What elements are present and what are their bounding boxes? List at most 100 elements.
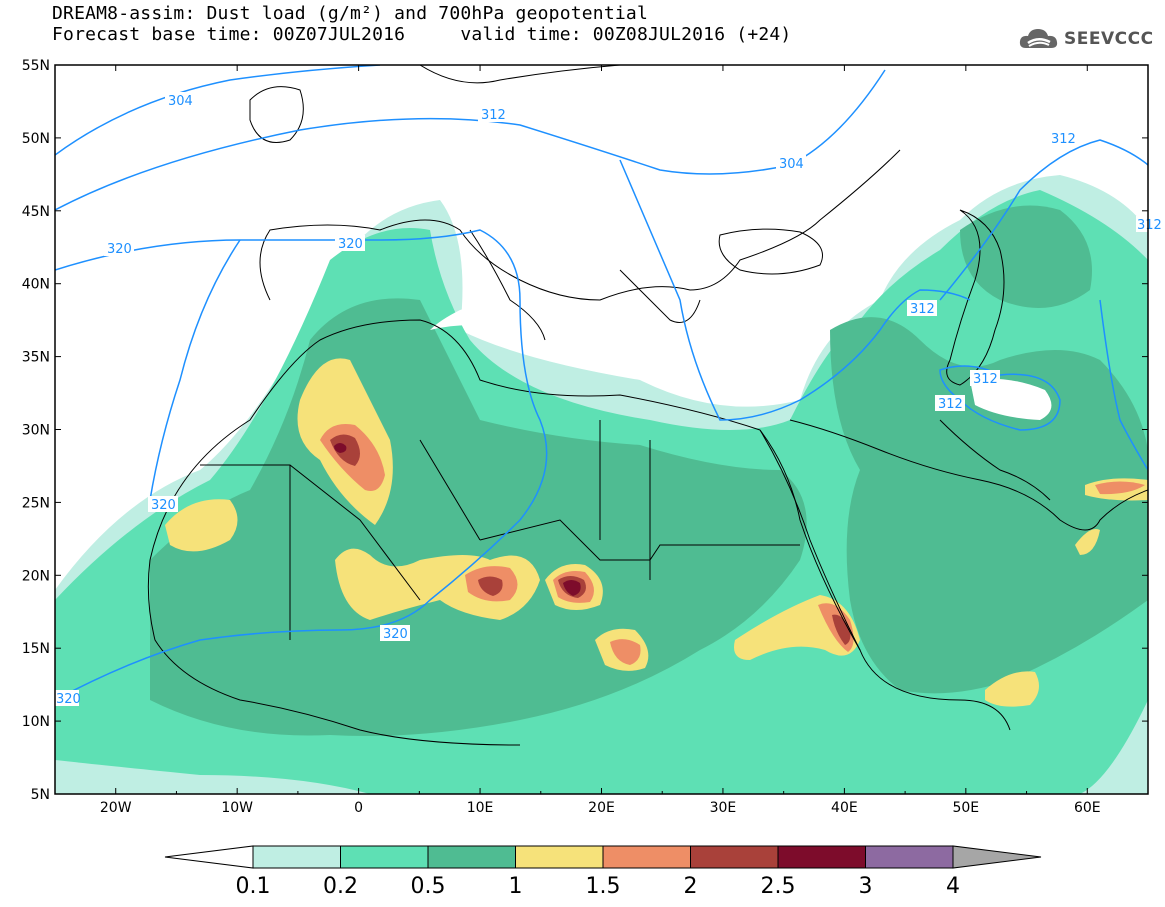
colorbar-label: 2.5 xyxy=(761,874,796,899)
contour-label-320-west: 320 xyxy=(104,240,134,257)
coastline-black-sea xyxy=(718,228,823,275)
x-tick-label: 20W xyxy=(100,800,132,816)
colorbar-label: 0.1 xyxy=(236,874,271,899)
contour-320-west xyxy=(55,229,548,701)
coastline-africa-north xyxy=(149,319,1011,731)
contour-label-320-sahara: 320 xyxy=(148,496,178,513)
dust-band-2-5-west xyxy=(334,443,347,453)
svg-text:304: 304 xyxy=(168,94,193,109)
contour-312-northeast xyxy=(939,139,1148,301)
svg-text:320: 320 xyxy=(151,498,176,513)
contour-label-320-southwest: 320 xyxy=(55,690,81,707)
y-tick-label: 15N xyxy=(22,641,50,657)
y-tick-label: 30N xyxy=(22,423,50,439)
border-sahel xyxy=(289,420,651,640)
contour-label-304-east: 304 xyxy=(776,155,806,172)
colorbar: 0.1 0.2 0.5 1 1.5 2 2.5 3 4 xyxy=(164,845,1042,899)
y-tick-label: 55N xyxy=(22,58,50,74)
dust-band-1-5-sudan xyxy=(610,639,641,665)
colorbar-label: 1 xyxy=(509,874,523,899)
colorbar-swatch xyxy=(690,845,779,869)
colorbar-swatch xyxy=(865,845,954,869)
coastline-arabia xyxy=(789,419,1148,531)
chart-title-line-1: DREAM8-assim: Dust load (g/m²) and 700hP… xyxy=(52,3,648,24)
x-tick-label: 50E xyxy=(952,800,979,816)
colorbar-label: 0.2 xyxy=(323,874,358,899)
svg-text:320: 320 xyxy=(107,242,132,257)
svg-text:320: 320 xyxy=(383,627,408,642)
colorbar-label: 3 xyxy=(859,874,873,899)
y-tick-label: 20N xyxy=(22,568,50,584)
contour-label-304-west: 304 xyxy=(165,92,195,109)
coastline-british-isles xyxy=(249,86,304,143)
y-tick-label: 50N xyxy=(22,131,50,147)
contour-label-312-iran-north: 312 xyxy=(970,370,1000,387)
mediterranean-sea xyxy=(430,255,804,395)
svg-text:304: 304 xyxy=(779,157,804,172)
svg-text:312: 312 xyxy=(973,372,998,387)
dust-band-1-oman xyxy=(1075,529,1100,555)
dust-band-1-mauritania xyxy=(165,499,238,552)
svg-text:320: 320 xyxy=(338,237,363,252)
x-tick-label: 30E xyxy=(710,800,737,816)
contour-label-312-iran-south: 312 xyxy=(935,395,965,412)
colorbar-swatch xyxy=(777,845,866,869)
contour-label-312-north: 312 xyxy=(478,106,508,123)
contour-304-west xyxy=(55,65,381,156)
colorbar-label: 2 xyxy=(684,874,698,899)
colorbar-swatch xyxy=(427,845,516,869)
colorbar-swatch xyxy=(340,845,429,869)
svg-text:312: 312 xyxy=(1137,218,1162,233)
contour-label-312-edge: 312 xyxy=(1136,216,1162,233)
contour-320-sahara-west xyxy=(149,239,241,501)
dust-band-2-eritrea xyxy=(832,614,851,645)
dust-band-0-5-east xyxy=(830,317,1148,694)
coastline-italy xyxy=(469,229,546,341)
coastline-red-sea xyxy=(759,429,861,651)
svg-text:312: 312 xyxy=(1051,132,1076,147)
contour-labels: 304 312 320 304 312 320 320 320 312 312 … xyxy=(55,92,1162,707)
y-tick-label: 35N xyxy=(22,350,50,366)
colorbar-label: 1.5 xyxy=(586,874,621,899)
contour-label-320-sahel: 320 xyxy=(380,625,410,642)
svg-text:312: 312 xyxy=(481,108,506,123)
x-tick-label: 60E xyxy=(1074,800,1101,816)
y-tick-label: 10N xyxy=(22,714,50,730)
geopotential-contours xyxy=(55,65,1148,701)
coastline-persian-gulf xyxy=(939,419,1051,501)
y-axis: 5N 10N 15N 20N 25N 30N 35N 40N 45N 50N 55N xyxy=(22,58,1148,803)
border-sahara xyxy=(200,464,800,601)
contour-label-312-turkey: 312 xyxy=(907,300,937,317)
coastline-scandinavia xyxy=(419,65,621,84)
svg-text:312: 312 xyxy=(938,397,963,412)
svg-text:312: 312 xyxy=(910,302,935,317)
coastline-africa-west xyxy=(147,559,521,746)
contour-320-east xyxy=(1099,299,1148,471)
y-tick-label: 45N xyxy=(22,204,50,220)
coastlines xyxy=(147,65,1148,746)
svg-text:320: 320 xyxy=(56,692,81,707)
x-tick-label: 10E xyxy=(467,800,494,816)
chart-title-line-2: Forecast base time: 00Z07JUL2016 valid t… xyxy=(52,24,792,45)
x-axis: 20W 10W 0 10E 20E 30E 40E 50E 60E xyxy=(54,65,1149,816)
x-tick-label: 40E xyxy=(831,800,858,816)
coastline-greece xyxy=(619,269,701,323)
dust-band-2-5-chad xyxy=(563,580,581,596)
x-tick-label: 20E xyxy=(588,800,615,816)
colorbar-arrow-high xyxy=(952,845,1042,869)
dust-field xyxy=(55,65,1148,794)
colorbar-swatch xyxy=(252,845,341,869)
cloud-icon xyxy=(1019,29,1058,48)
colorbar-label: 0.5 xyxy=(411,874,446,899)
dust-band-2-niger xyxy=(478,576,503,596)
colorbar-swatch xyxy=(602,845,691,869)
y-tick-label: 5N xyxy=(31,787,50,803)
seevccc-logo: SEEVCCC xyxy=(1018,26,1154,52)
colorbar-swatch xyxy=(515,845,604,869)
x-tick-label: 10W xyxy=(221,800,253,816)
contour-label-312-northeast: 312 xyxy=(1048,130,1078,147)
contour-label-320-iberia: 320 xyxy=(335,235,365,252)
colorbar-arrow-low xyxy=(164,845,254,869)
persian-gulf-area xyxy=(970,378,1052,420)
contour-312-east xyxy=(619,159,971,421)
